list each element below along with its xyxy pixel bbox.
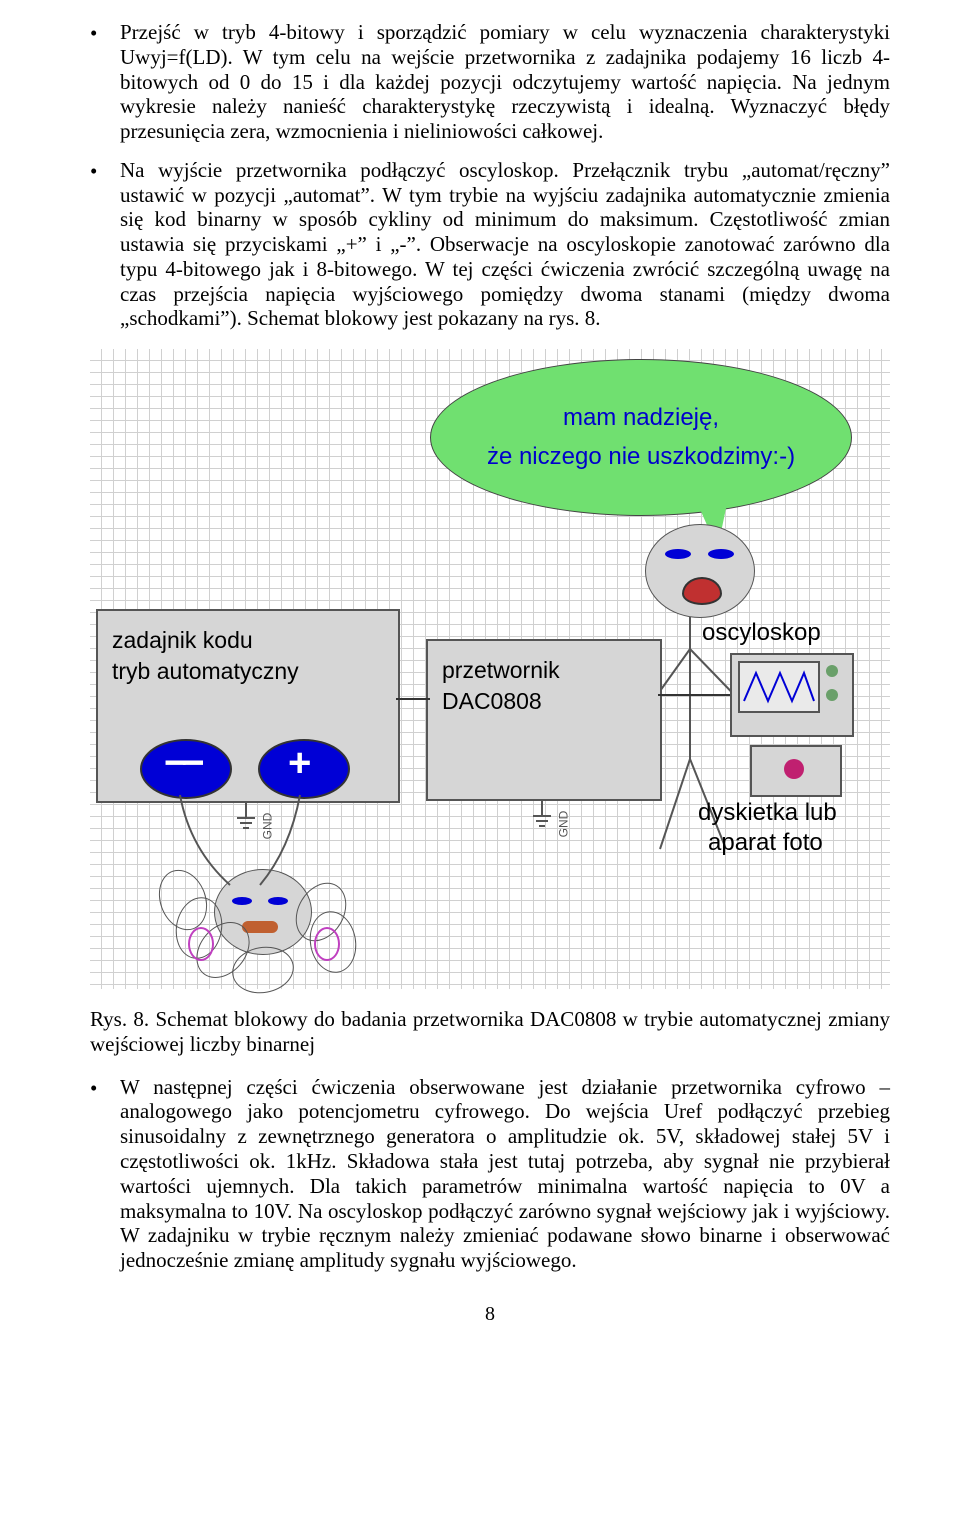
bullet-mark: •: [90, 20, 120, 144]
bullet-3: • W następnej części ćwiczenia obserwowa…: [90, 1075, 890, 1273]
paragraph-3: W następnej części ćwiczenia obserwowane…: [120, 1075, 890, 1273]
bullet-mark: •: [90, 158, 120, 331]
speech-bubble: mam nadzieję, że niczego nie uszkodzimy:…: [430, 359, 852, 516]
bullet-2: • Na wyjście przetwornika podłączyć oscy…: [90, 158, 890, 331]
waveform: [740, 663, 818, 711]
speech-line-1: mam nadzieję,: [563, 399, 719, 437]
block-dac-label: przetwornik DAC0808: [428, 641, 660, 731]
minus-sign: −−: [164, 741, 199, 786]
paragraph-2: Na wyjście przetwornika podłączyć oscylo…: [120, 158, 890, 331]
wire: [658, 693, 734, 697]
speech-line-2: że niczego nie uszkodzimy:-): [487, 438, 795, 476]
plus-sign: +: [288, 741, 311, 786]
earring: [188, 927, 214, 961]
paragraph-1: Przejść w tryb 4-bitowy i sporządzić pom…: [120, 20, 890, 144]
disk-label-1: dyskietka lub: [698, 799, 837, 827]
bullet-mark: •: [90, 1075, 120, 1273]
block-dac: przetwornik DAC0808: [426, 639, 662, 801]
mouth: [682, 577, 722, 605]
bullet-1: • Przejść w tryb 4-bitowy i sporządzić p…: [90, 20, 890, 144]
wire: [396, 697, 430, 701]
oscilloscope-label: oscyloskop: [702, 619, 821, 647]
gnd-label: GND: [556, 811, 570, 838]
page-number: 8: [90, 1303, 890, 1326]
figure-caption: Rys. 8. Schemat blokowy do badania przet…: [90, 1007, 890, 1057]
block-diagram: mam nadzieję, że niczego nie uszkodzimy:…: [90, 349, 890, 989]
arms: [150, 789, 350, 899]
page: • Przejść w tryb 4-bitowy i sporządzić p…: [0, 0, 960, 1356]
gnd-symbol: [530, 801, 554, 837]
block-zadajnik-label: zadajnik kodu tryb automatyczny: [98, 611, 398, 701]
disk-label-2: aparat foto: [708, 829, 823, 857]
earring: [314, 927, 340, 961]
oscilloscope-screen: [738, 661, 820, 713]
